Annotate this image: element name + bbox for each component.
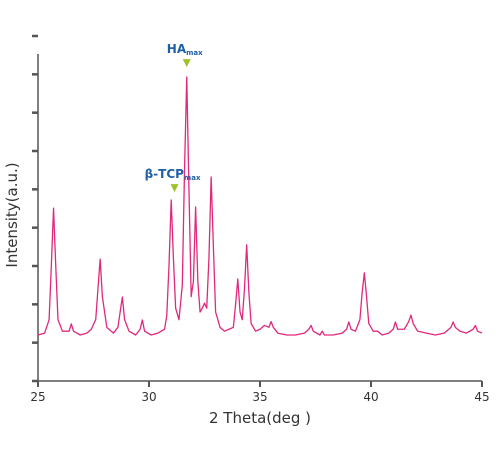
annotation-text: HA: [167, 42, 187, 56]
annotation-text: β-TCP: [145, 167, 185, 181]
x-tick-label: 35: [252, 390, 267, 404]
annotation: β-TCPmax: [145, 167, 201, 182]
annotation-marker: [170, 184, 179, 193]
annotation: HAmax: [167, 42, 203, 57]
annotation-subscript: max: [184, 174, 201, 182]
annotation-marker: [182, 59, 191, 68]
annotation-subscript: max: [186, 49, 203, 57]
x-tick-label: 45: [474, 390, 489, 404]
x-tick-label: 30: [141, 390, 156, 404]
y-axis-label: Intensity(a.u.): [3, 162, 21, 267]
x-axis-label: 2 Theta(deg ): [209, 409, 311, 427]
x-tick-label: 25: [30, 390, 45, 404]
x-tick-label: 40: [363, 390, 378, 404]
data-line: [37, 76, 483, 336]
